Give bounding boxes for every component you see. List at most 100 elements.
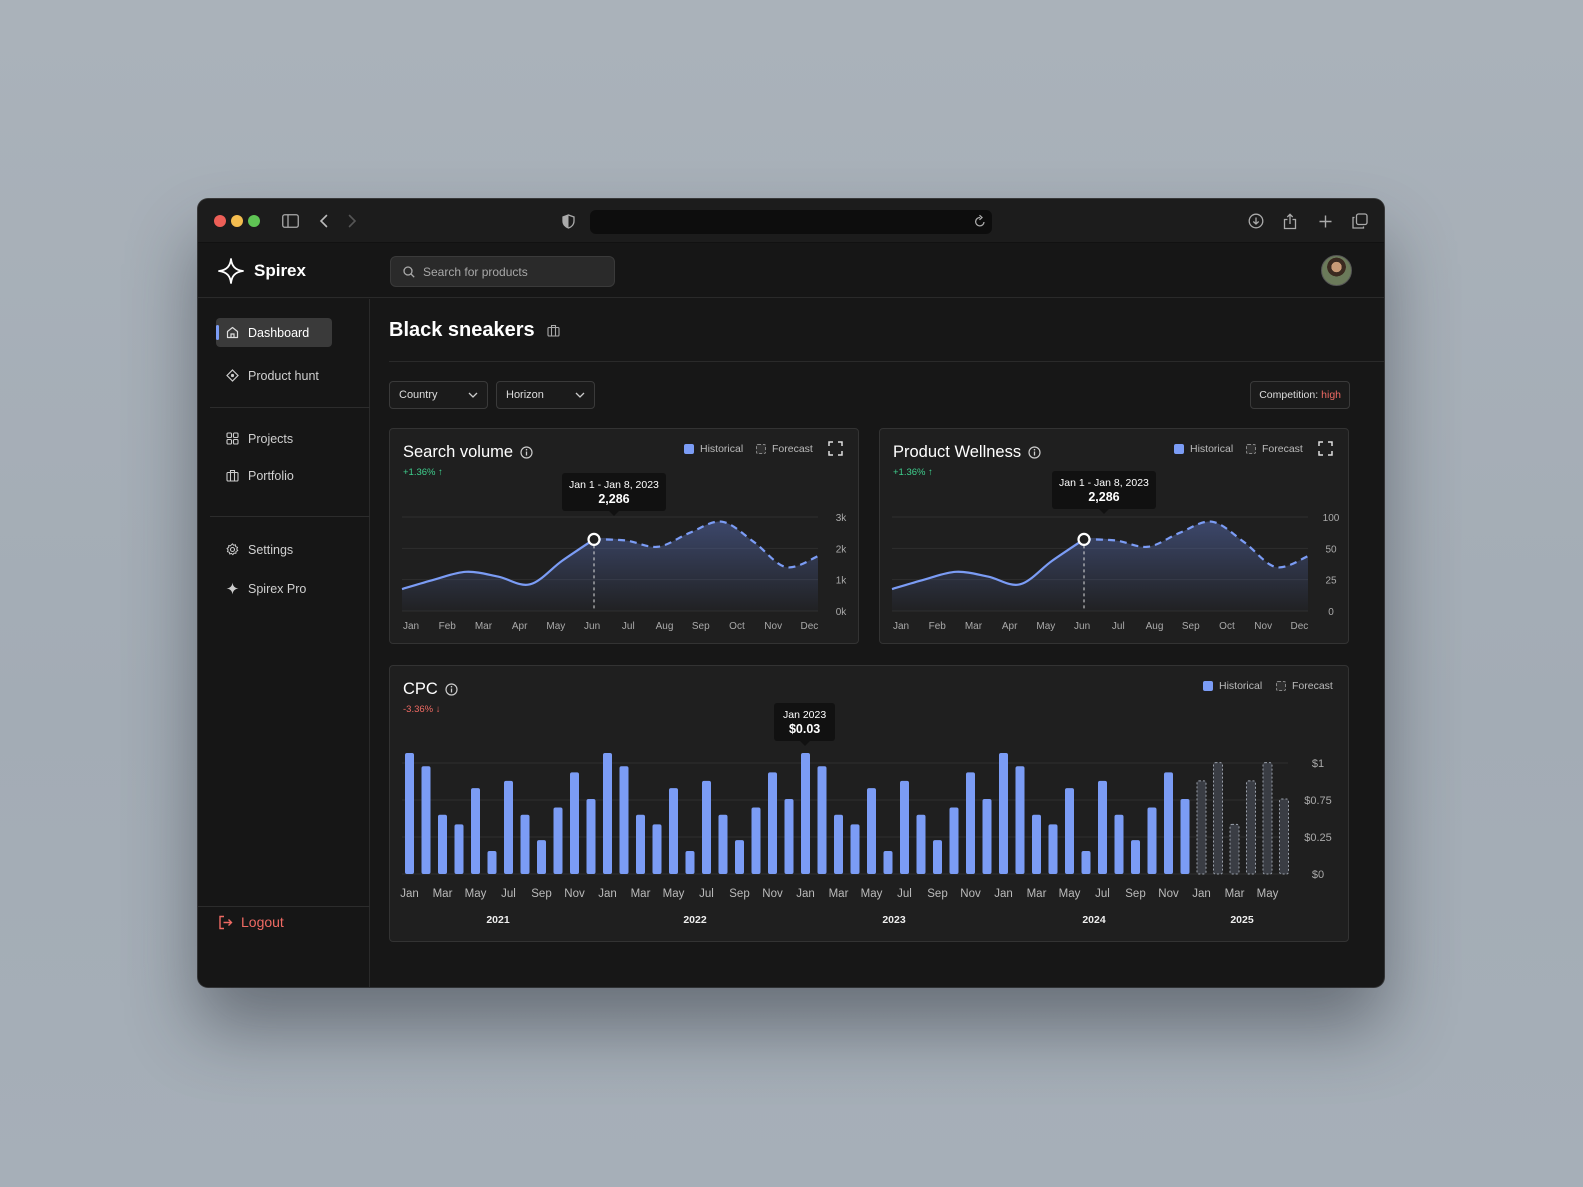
logout-label: Logout xyxy=(241,914,284,930)
area-fill xyxy=(892,521,1308,611)
x-tick-label: Sep xyxy=(1125,888,1145,900)
x-tick-label: Feb xyxy=(439,621,457,632)
sidebar-item-label: Portfolio xyxy=(248,468,294,483)
y-tick-label: 100 xyxy=(1323,513,1340,524)
sidebar-item-portfolio[interactable]: Portfolio xyxy=(216,461,294,490)
x-tick-label: Sep xyxy=(729,888,749,900)
sidebar-toggle-icon[interactable] xyxy=(280,211,300,231)
forecast-swatch xyxy=(1276,681,1286,691)
expand-icon[interactable] xyxy=(1318,441,1333,456)
info-icon[interactable] xyxy=(445,683,458,696)
historical-bar xyxy=(504,780,513,874)
card-title-text: Product Wellness xyxy=(893,443,1022,461)
historical-bar xyxy=(1015,766,1025,874)
year-label: 2022 xyxy=(683,914,707,926)
privacy-shield-icon[interactable] xyxy=(558,211,578,231)
info-icon[interactable] xyxy=(520,446,533,459)
x-tick-label: Mar xyxy=(1027,888,1047,900)
x-tick-label: Mar xyxy=(433,888,453,900)
x-tick-label: Sep xyxy=(927,888,947,900)
back-icon[interactable] xyxy=(314,211,334,231)
historical-bar xyxy=(603,753,612,874)
legend-label: Historical xyxy=(1219,680,1263,692)
x-tick-label: Sep xyxy=(531,888,551,900)
x-tick-label: Jul xyxy=(897,888,912,900)
tooltip-value: $0.03 xyxy=(788,722,821,736)
historical-bar xyxy=(1147,807,1157,874)
tooltip-label: Jan 2023 xyxy=(783,709,827,721)
reload-icon[interactable] xyxy=(974,214,986,233)
historical-bar xyxy=(999,753,1008,874)
new-tab-icon[interactable] xyxy=(1315,211,1335,231)
share-icon[interactable] xyxy=(1280,211,1300,231)
chart-tooltip: Jan 2023 $0.03 xyxy=(774,703,836,746)
historical-bar xyxy=(487,851,497,874)
tooltip-value: 2,286 xyxy=(1088,490,1120,504)
historical-bar xyxy=(1114,814,1124,874)
main-content: Black sneakers Country Horizon Competiti… xyxy=(371,299,1384,987)
year-label: 2024 xyxy=(1082,914,1106,926)
grid-icon xyxy=(226,432,239,445)
historical-bar xyxy=(735,840,744,874)
x-tick-label: Jan xyxy=(403,621,419,632)
y-tick-label: 25 xyxy=(1325,576,1337,587)
forward-icon[interactable] xyxy=(342,211,362,231)
minimize-window-button[interactable] xyxy=(231,215,243,227)
y-tick-label: 1k xyxy=(836,576,848,587)
logout-button[interactable]: Logout xyxy=(218,914,284,930)
tab-overview-icon[interactable] xyxy=(1350,211,1370,231)
user-avatar[interactable] xyxy=(1321,255,1352,286)
x-tick-label: May xyxy=(465,888,487,900)
expand-icon[interactable] xyxy=(828,441,843,456)
x-tick-label: Sep xyxy=(692,621,710,632)
close-window-button[interactable] xyxy=(214,215,226,227)
sidebar-item-product-hunt[interactable]: Product hunt xyxy=(216,361,319,390)
historical-line xyxy=(401,538,595,591)
year-label: 2023 xyxy=(882,914,906,926)
horizon-select[interactable]: Horizon xyxy=(496,381,595,409)
download-icon[interactable] xyxy=(1246,211,1266,231)
forecast-bar xyxy=(1229,823,1240,875)
briefcase-icon[interactable] xyxy=(547,324,560,337)
country-select[interactable]: Country xyxy=(389,381,488,409)
historical-bar xyxy=(900,780,909,874)
forecast-bar xyxy=(1246,780,1256,875)
info-icon[interactable] xyxy=(1028,446,1041,459)
product-search[interactable] xyxy=(390,256,615,287)
x-tick-label: Jul xyxy=(1095,888,1110,900)
search-volume-card: Search volume +1.36% ↑ Historical Foreca… xyxy=(389,428,859,644)
x-tick-label: May xyxy=(1036,621,1055,632)
app-logo[interactable]: Spirex xyxy=(218,258,306,284)
x-tick-label: Jan xyxy=(893,621,909,632)
sidebar-item-dashboard[interactable]: Dashboard xyxy=(216,318,332,347)
card-title: CPC xyxy=(403,680,458,699)
historical-bar xyxy=(867,788,876,874)
page-title-text: Black sneakers xyxy=(389,319,535,341)
x-tick-label: Mar xyxy=(829,888,849,900)
search-input[interactable] xyxy=(423,264,603,279)
historical-bar xyxy=(570,772,579,874)
x-tick-label: Nov xyxy=(1254,621,1272,632)
historical-bar xyxy=(1180,798,1190,874)
historical-swatch xyxy=(1174,444,1184,454)
maximize-window-button[interactable] xyxy=(248,215,260,227)
x-tick-label: Dec xyxy=(801,621,819,632)
historical-bar xyxy=(405,753,414,874)
sidebar-divider xyxy=(210,516,370,517)
historical-bar xyxy=(669,788,678,874)
legend-forecast: Forecast xyxy=(1276,680,1333,692)
x-tick-label: Jul xyxy=(1112,621,1125,632)
sidebar-item-projects[interactable]: Projects xyxy=(216,424,293,453)
sidebar-item-label: Spirex Pro xyxy=(248,581,307,596)
address-bar[interactable] xyxy=(590,210,992,234)
historical-bar xyxy=(438,814,447,874)
y-tick-label: $0.75 xyxy=(1304,795,1332,807)
home-icon xyxy=(226,326,239,339)
sidebar-item-spirex-pro[interactable]: Spirex Pro xyxy=(216,574,306,603)
x-tick-label: Jan xyxy=(400,888,419,900)
x-tick-label: Jul xyxy=(699,888,714,900)
historical-bar xyxy=(718,814,728,874)
year-label: 2025 xyxy=(1230,914,1254,926)
sidebar-item-settings[interactable]: Settings xyxy=(216,535,293,564)
x-tick-label: Nov xyxy=(1158,888,1179,900)
